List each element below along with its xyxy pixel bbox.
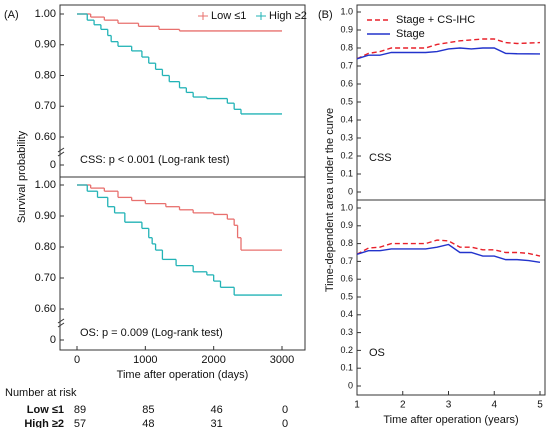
annotation: OS: p = 0.009 (Log-rank test) bbox=[80, 327, 223, 339]
x-tick-label: 2 bbox=[400, 400, 406, 411]
annotation: OS bbox=[369, 347, 385, 359]
y-tick-label: 0.4 bbox=[340, 309, 353, 319]
y-tick-label: 0.4 bbox=[340, 114, 353, 124]
y-tick-label: 0.3 bbox=[340, 327, 353, 337]
risk-row-label: High ≥2 bbox=[24, 418, 64, 428]
auc-line bbox=[356, 243, 541, 263]
risk-value: 0 bbox=[282, 418, 288, 428]
x-axis-label: Time after operation (days) bbox=[117, 369, 249, 381]
y-tick-label: 0.7 bbox=[340, 256, 353, 266]
y-tick-label: 0.9 bbox=[340, 24, 353, 34]
y-tick-label: 0.8 bbox=[340, 238, 353, 248]
axis-break bbox=[57, 322, 65, 328]
y-tick-label: 0.8 bbox=[340, 42, 353, 52]
risk-value: 57 bbox=[74, 418, 86, 428]
y-axis-label: Time-dependent area under the curve bbox=[324, 108, 336, 292]
x-tick-label: 3 bbox=[446, 400, 452, 411]
x-axis-label: Time after operation (years) bbox=[383, 414, 518, 426]
legend-label: Low ≤1 bbox=[211, 10, 246, 22]
x-tick-label: 2000 bbox=[201, 354, 225, 366]
y-tick-label: 0.60 bbox=[35, 303, 56, 315]
axis-break bbox=[57, 147, 65, 153]
y-tick-label: 0.1 bbox=[340, 363, 353, 373]
y-tick-label: 1.0 bbox=[340, 6, 353, 16]
risk-value: 89 bbox=[74, 404, 86, 416]
panel-label: (A) bbox=[4, 9, 19, 21]
y-tick-label: 0.80 bbox=[35, 69, 56, 81]
y-tick-label: 0.6 bbox=[340, 274, 353, 284]
plot-frame bbox=[356, 199, 546, 396]
axis-break bbox=[57, 318, 65, 324]
y-tick-label: 0.80 bbox=[35, 241, 56, 253]
y-tick-label: 0.2 bbox=[340, 345, 353, 355]
y-tick-label: 0 bbox=[348, 380, 353, 390]
risk-value: 31 bbox=[211, 418, 223, 428]
risk-row-label: Low ≤1 bbox=[27, 404, 64, 416]
y-axis-label: Survival probability bbox=[16, 130, 28, 223]
y-tick-label: 0.60 bbox=[35, 131, 56, 143]
y-tick-label: 0.70 bbox=[35, 100, 56, 112]
y-tick-label: 0.90 bbox=[35, 210, 56, 222]
y-tick-label: 1.00 bbox=[35, 179, 56, 191]
risk-value: 48 bbox=[142, 418, 154, 428]
x-tick-label: 4 bbox=[491, 400, 497, 411]
panel-label: (B) bbox=[318, 9, 333, 21]
auc-line bbox=[356, 38, 541, 60]
y-tick-label: 0.3 bbox=[340, 132, 353, 142]
risk-value: 0 bbox=[282, 404, 288, 416]
annotation: CSS bbox=[369, 152, 392, 164]
x-tick-label: 5 bbox=[537, 400, 543, 411]
y-tick-label: 0.1 bbox=[340, 168, 353, 178]
risk-table-title: Number at risk bbox=[5, 387, 77, 399]
legend-label: Stage + CS-IHC bbox=[396, 14, 475, 26]
y-tick-label: 0.90 bbox=[35, 39, 56, 51]
y-tick-label: 0.5 bbox=[340, 96, 353, 106]
x-tick-label: 3000 bbox=[270, 354, 294, 366]
x-tick-label: 0 bbox=[74, 354, 80, 366]
x-tick-label: 1000 bbox=[133, 354, 157, 366]
auc-line bbox=[356, 47, 541, 60]
y-tick-label: 1.0 bbox=[340, 202, 353, 212]
legend-label: Stage bbox=[396, 28, 425, 40]
auc-line bbox=[356, 239, 541, 257]
axis-break bbox=[57, 151, 65, 157]
y-tick-label: 0.2 bbox=[340, 150, 353, 160]
y-tick-label: 0 bbox=[50, 159, 56, 171]
x-tick-label: 1 bbox=[354, 400, 360, 411]
y-tick-label: 0.5 bbox=[340, 291, 353, 301]
y-tick-label: 0.7 bbox=[340, 60, 353, 70]
risk-value: 85 bbox=[142, 404, 154, 416]
annotation: CSS: p < 0.001 (Log-rank test) bbox=[80, 154, 230, 166]
y-tick-label: 0 bbox=[348, 186, 353, 196]
y-tick-label: 0.70 bbox=[35, 272, 56, 284]
y-tick-label: 0.9 bbox=[340, 220, 353, 230]
y-tick-label: 1.00 bbox=[35, 8, 56, 20]
risk-value: 46 bbox=[211, 404, 223, 416]
y-tick-label: 0 bbox=[50, 334, 56, 346]
y-tick-label: 0.6 bbox=[340, 78, 353, 88]
plot-frame bbox=[59, 176, 306, 351]
legend-label: High ≥2 bbox=[269, 10, 307, 22]
